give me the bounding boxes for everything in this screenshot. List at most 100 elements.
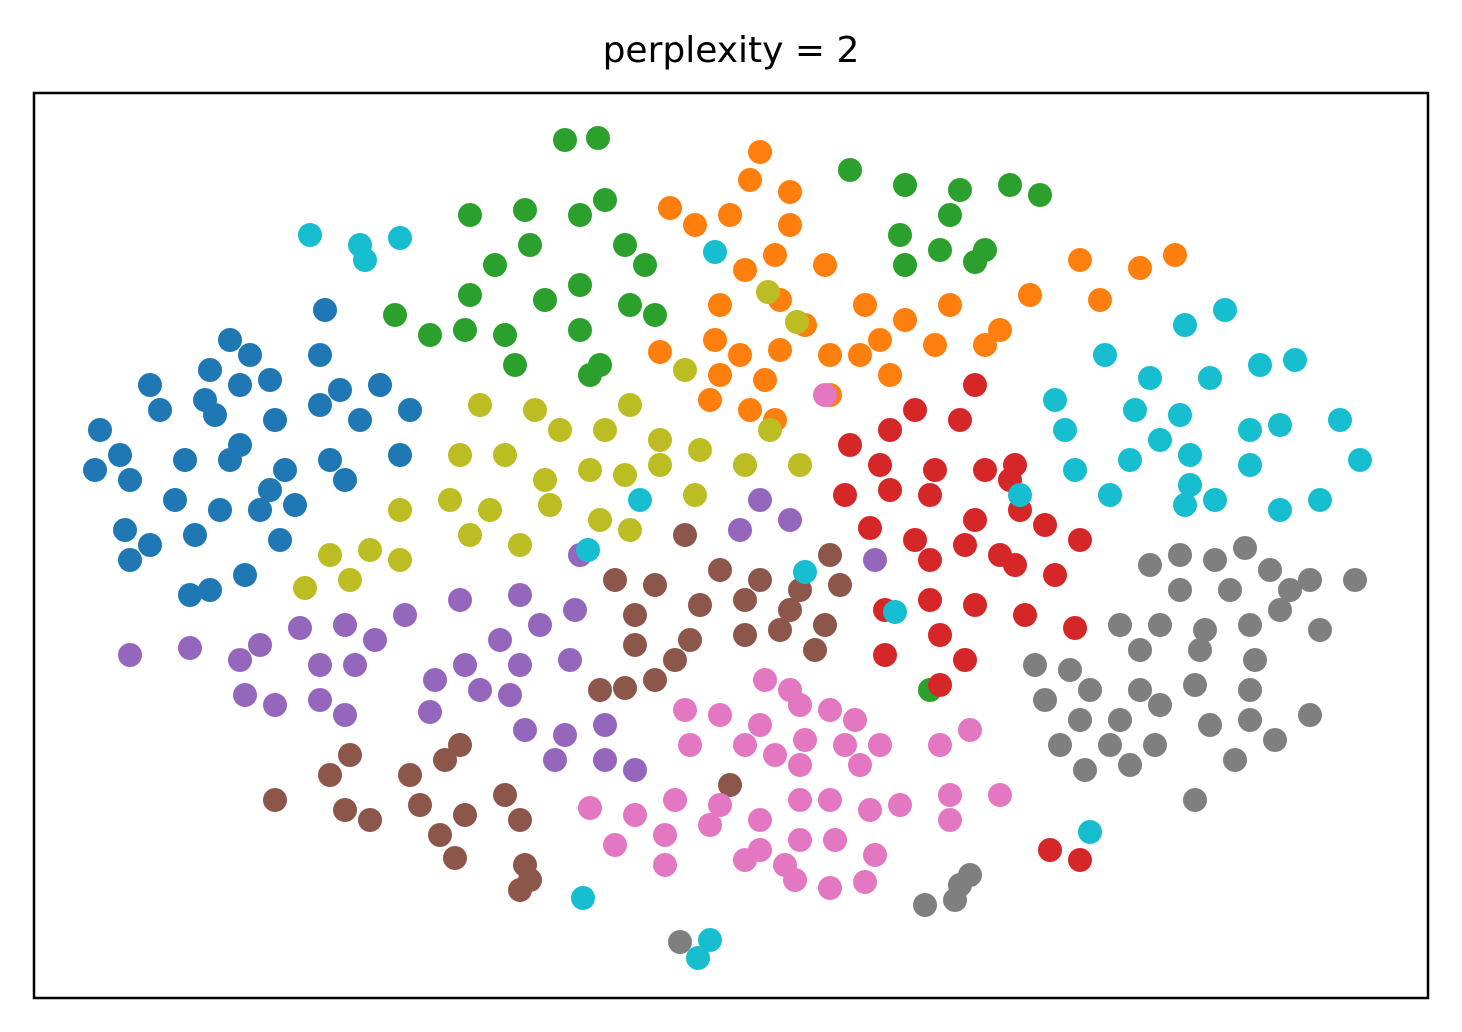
scatter-point: [248, 633, 272, 657]
scatter-point: [513, 718, 537, 742]
scatter-point: [858, 516, 882, 540]
scatter-point: [903, 398, 927, 422]
scatter-point: [383, 303, 407, 327]
scatter-point: [1108, 613, 1132, 637]
scatter-point: [923, 333, 947, 357]
scatter-point: [283, 493, 307, 517]
scatter-point: [1188, 638, 1212, 662]
scatter-point: [708, 558, 732, 582]
scatter-point: [903, 528, 927, 552]
scatter-point: [593, 713, 617, 737]
scatter-point: [1068, 248, 1092, 272]
scatter-point: [923, 458, 947, 482]
scatter-point: [493, 323, 517, 347]
scatter-point: [1033, 688, 1057, 712]
scatter-point: [333, 703, 357, 727]
scatter-point: [238, 343, 262, 367]
scatter-point: [428, 823, 452, 847]
scatter-point: [748, 568, 772, 592]
scatter-point: [1178, 443, 1202, 467]
scatter-point: [1068, 848, 1092, 872]
scatter-point: [518, 233, 542, 257]
scatter-point: [1108, 708, 1132, 732]
scatter-point: [918, 588, 942, 612]
scatter-point: [568, 203, 592, 227]
scatter-point: [643, 303, 667, 327]
scatter-point: [313, 298, 337, 322]
scatter-point: [288, 616, 312, 640]
scatter-point: [1048, 733, 1072, 757]
scatter-point: [1093, 343, 1117, 367]
scatter-point: [953, 533, 977, 557]
scatter-point: [818, 543, 842, 567]
scatter-point: [818, 698, 842, 722]
scatter-point: [508, 533, 532, 557]
scatter-point: [893, 308, 917, 332]
scatter-point: [1123, 398, 1147, 422]
scatter-point: [843, 708, 867, 732]
scatter-point: [1168, 578, 1192, 602]
scatter-point: [408, 793, 432, 817]
scatter-point: [258, 368, 282, 392]
scatter-point: [148, 398, 172, 422]
scatter-point: [973, 333, 997, 357]
scatter-point: [708, 293, 732, 317]
scatter-point: [483, 253, 507, 277]
scatter-point: [198, 358, 222, 382]
scatter-point: [508, 808, 532, 832]
scatter-point: [118, 643, 142, 667]
scatter-point: [928, 673, 952, 697]
scatter-point: [623, 758, 647, 782]
scatter-point: [258, 478, 282, 502]
scatter-point: [648, 453, 672, 477]
scatter-point: [468, 678, 492, 702]
scatter-point: [938, 808, 962, 832]
scatter-point: [588, 678, 612, 702]
scatter-point: [1343, 568, 1367, 592]
scatter-point: [958, 863, 982, 887]
scatter-point: [1328, 408, 1352, 432]
scatter-point: [1183, 788, 1207, 812]
scatter-point: [893, 253, 917, 277]
scatter-point: [733, 733, 757, 757]
scatter-point: [1043, 563, 1067, 587]
scatter-point: [358, 538, 382, 562]
scatter-point: [493, 443, 517, 467]
scatter-point: [1128, 678, 1152, 702]
scatter-point: [1258, 558, 1282, 582]
scatter-point: [1213, 298, 1237, 322]
scatter-point: [778, 598, 802, 622]
scatter-point: [1068, 528, 1092, 552]
scatter-point: [788, 578, 812, 602]
scatter-point: [588, 508, 612, 532]
scatter-point: [618, 293, 642, 317]
scatter-point: [548, 418, 572, 442]
scatter-point: [753, 668, 777, 692]
scatter-point: [1078, 678, 1102, 702]
scatter-point: [1128, 256, 1152, 280]
scatter-point: [458, 283, 482, 307]
scatter-point: [268, 528, 292, 552]
scatter-point: [1013, 603, 1037, 627]
scatter-point: [1023, 653, 1047, 677]
scatter-point: [1128, 638, 1152, 662]
scatter-point: [1063, 616, 1087, 640]
plot-area: [83, 126, 1372, 970]
scatter-point: [1238, 418, 1262, 442]
scatter-point: [298, 223, 322, 247]
scatter-point: [538, 493, 562, 517]
scatter-point: [733, 453, 757, 477]
scatter-point: [828, 573, 852, 597]
scatter-point: [748, 140, 772, 164]
scatter-point: [1118, 753, 1142, 777]
scatter-point: [503, 353, 527, 377]
scatter-point: [623, 633, 647, 657]
scatter-point: [343, 653, 367, 677]
scatter-point: [938, 203, 962, 227]
scatter-point: [1173, 313, 1197, 337]
scatter-point: [308, 653, 332, 677]
scatter-point: [433, 748, 457, 772]
scatter-point: [363, 628, 387, 652]
scatter-point: [308, 393, 332, 417]
scatter-point: [768, 338, 792, 362]
